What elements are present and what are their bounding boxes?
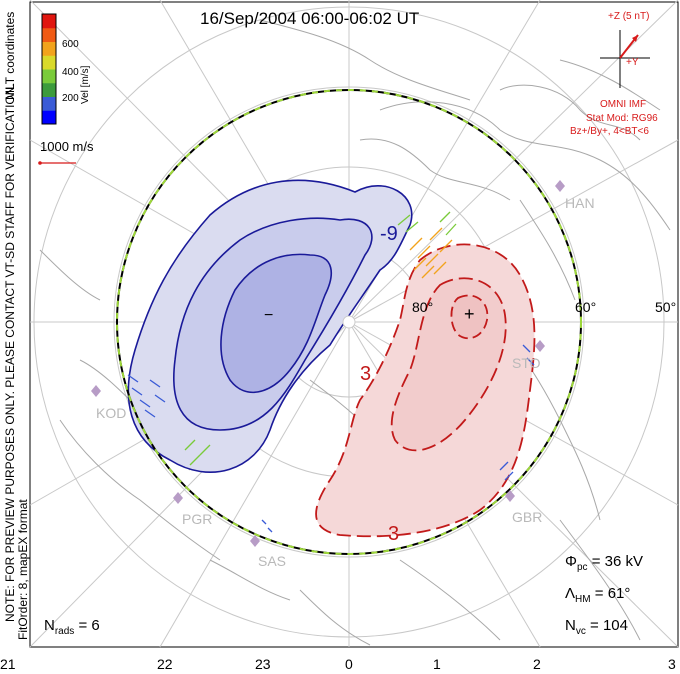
cross-polar-potential: Φpc = 36 kV [565,553,643,573]
colorbar-segment [42,55,56,70]
colorbar-frame [41,13,57,125]
mlt-tick: 21 [0,656,16,672]
colorbar-segment [42,27,56,42]
imf-y-label: +Y [626,57,639,68]
station-label: HAN [565,195,595,211]
colorbar-segment [42,110,56,125]
colorbar-segment [42,41,56,56]
contour-label-positive-b: 3 [388,523,399,545]
station-label: SAS [258,553,286,569]
colorbar-label: Vel [m/s] [80,65,91,104]
geomagnetic-pole [342,315,356,329]
station-label: KOD [96,405,126,421]
mlt-tick: 1 [433,656,441,672]
lat-label-60: 60° [575,299,596,315]
heppner-maynard-boundary-dash [116,89,582,555]
potential-max-mark: + [464,304,475,324]
colorbar-segment [42,14,56,29]
fit-order-label: FitOrder: 8, mapEX format [16,499,30,640]
colorbar-tick-400: 400 [62,67,79,78]
mlt-tick: 0 [345,656,353,672]
station-label: STO [512,355,541,371]
preview-notice: NOTE: FOR PREVIEW PURPOSES ONLY. PLEASE … [3,83,17,622]
coastlines [39,19,671,646]
imf-model: Stat Mod: RG96 [586,113,658,124]
colorbar-tick-600: 600 [62,39,79,50]
potential-min-mark: − [264,307,273,324]
colorbar-segment [42,82,56,97]
hm-boundary-latitude: ΛHM = 61° [565,585,631,605]
velocity-vectors [127,211,535,533]
lat-label-80: 80° [412,299,433,315]
imf-clock [600,30,650,88]
vector-count: Nvc = 104 [565,617,628,637]
mlt-tick: 22 [157,656,173,672]
contour-label-negative: -9 [380,223,398,245]
vector-scale-dot [38,161,42,165]
radar-count: Nrads = 6 [44,617,100,637]
mlt-tick: 2 [533,656,541,672]
lat-label-50: 50° [655,299,676,315]
imf-z-label: +Z (5 nT) [608,11,650,22]
imf-condition: Bz+/By+, 4<BT<6 [570,126,649,137]
map-title: 16/Sep/2004 06:00-06:02 UT [200,9,420,28]
mlt-tick: 23 [255,656,271,672]
station-label: PGR [182,511,212,527]
positive-cell-inner [450,294,489,340]
station-labels: HAN KOD PGR SAS GBR STO [96,195,595,569]
station-label: GBR [512,509,542,525]
contour-label-positive-a: 3 [360,363,371,385]
colorbar [42,14,56,125]
plot-frame [29,1,679,648]
vector-scale-label: 1000 m/s [40,139,94,154]
colorbar-tick-200: 200 [62,93,79,104]
negative-cell-inner [220,253,332,394]
colorbar-segment [42,96,56,111]
station-markers [91,180,565,547]
colorbar-segment [42,69,56,84]
mlt-tick: 3 [668,656,676,672]
imf-title: OMNI IMF [600,99,647,110]
